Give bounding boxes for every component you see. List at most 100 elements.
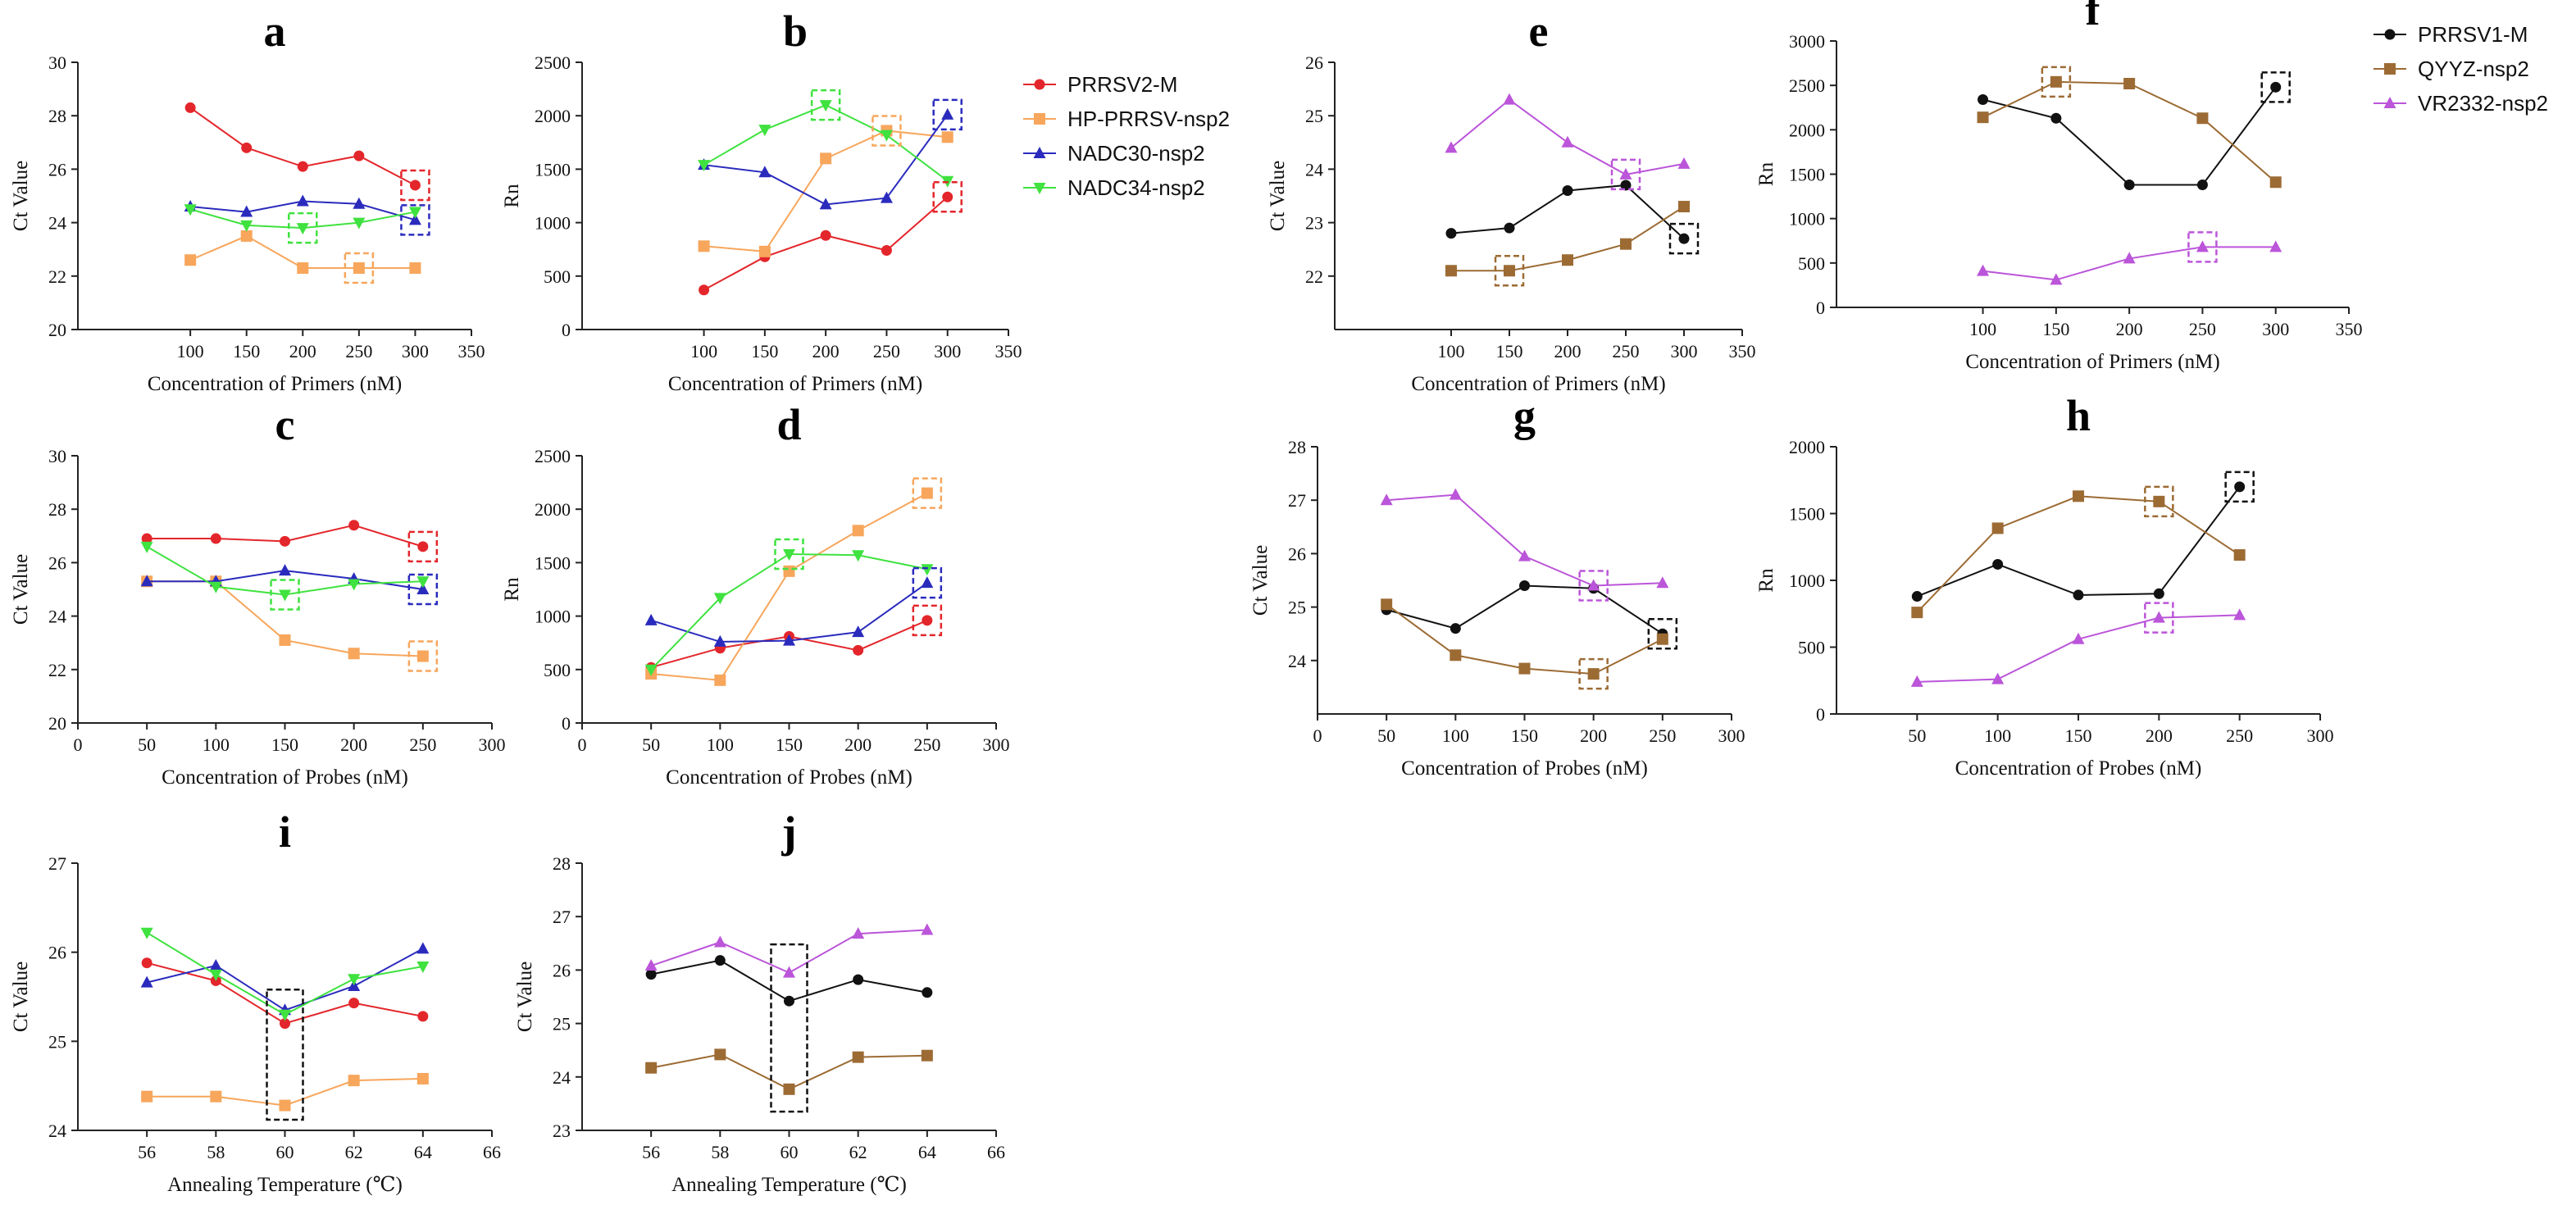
data-point-PRRSV2-M xyxy=(348,998,360,1009)
data-point-NADC30-nsp2 xyxy=(209,958,222,971)
chart-panel-e: e 22 23 24 25 26 100 150 200 250 300 350 Concentrati… xyxy=(1267,7,1756,395)
data-point-PRRSV1-M xyxy=(2050,112,2062,124)
panel-label: f xyxy=(2086,0,2101,34)
data-point-NADC30-nsp2 xyxy=(758,166,771,178)
data-point-HP-PRRSV-nsp2 xyxy=(240,230,253,242)
data-point-QYYZ-nsp2 xyxy=(852,1051,864,1063)
x-tick-label: 200 xyxy=(340,734,367,755)
x-tick-label: 350 xyxy=(995,341,1022,361)
data-point-HP-PRRSV-nsp2 xyxy=(297,262,309,275)
data-point-QYYZ-nsp2 xyxy=(2153,495,2165,507)
data-point-PRRSV2-M xyxy=(348,520,360,531)
data-point-NADC34-nsp2 xyxy=(240,220,253,232)
data-point-HP-PRRSV-nsp2 xyxy=(210,1090,222,1103)
series-line-PRRSV2-M xyxy=(189,107,416,186)
data-point-PRRSV1-M xyxy=(2270,81,2282,93)
x-tick-label: 300 xyxy=(1718,725,1745,746)
y-tick-label: 2000 xyxy=(1789,437,1825,457)
highlight-box xyxy=(1668,222,1700,255)
y-tick-label: 2500 xyxy=(535,52,571,73)
legend-marker xyxy=(2384,29,2396,40)
panel-label: c xyxy=(275,400,295,449)
y-tick-label: 1500 xyxy=(1789,165,1825,185)
data-point-VR2332-nsp2 xyxy=(2233,608,2246,621)
series-line-PRRSV1-M xyxy=(1916,486,2241,598)
x-tick-label: 56 xyxy=(642,1142,660,1162)
x-tick-label: 150 xyxy=(2042,319,2069,339)
x-tick-label: 200 xyxy=(812,341,840,361)
data-point-QYYZ-nsp2 xyxy=(1445,265,1457,277)
legend-marker xyxy=(1034,79,1045,90)
data-point-QYYZ-nsp2 xyxy=(645,1062,658,1074)
data-point-PRRSV1-M xyxy=(784,995,794,1007)
legend-label: NADC34-nsp2 xyxy=(1067,175,1205,200)
y-tick-label: 30 xyxy=(48,446,66,466)
x-tick-label: 64 xyxy=(414,1142,432,1162)
x-tick-label: 100 xyxy=(1969,319,1996,339)
data-point-NADC34-nsp2 xyxy=(416,962,430,974)
data-point-VR2332-nsp2 xyxy=(1587,579,1600,591)
series-line-VR2332-nsp2 xyxy=(1386,493,1663,587)
x-tick-label: 66 xyxy=(483,1142,501,1162)
y-tick-label: 24 xyxy=(1305,159,1323,180)
data-point-PRRSV1-M xyxy=(2196,180,2208,190)
data-point-NADC30-nsp2 xyxy=(819,198,832,210)
data-point-VR2332-nsp2 xyxy=(713,935,726,948)
chart-panel-g: g 24 25 26 27 28 0 50 100 150 200 250 300 Concentrati… xyxy=(1249,391,1745,780)
legend-label: VR2332-nsp2 xyxy=(2418,91,2548,116)
series-line-PRRSV1-M xyxy=(1386,584,1663,635)
x-axis-title: Concentration of Primers (nM) xyxy=(148,373,402,395)
highlight-box xyxy=(2187,231,2218,263)
highlight-box xyxy=(1647,617,1678,650)
data-point-PRRSV2-M xyxy=(853,644,864,656)
x-tick-label: 300 xyxy=(934,341,961,361)
x-axis-title: Concentration of Probes (nM) xyxy=(162,766,408,789)
data-point-PRRSV1-M xyxy=(1562,184,1573,196)
data-point-NADC30-nsp2 xyxy=(240,205,253,217)
x-tick-label: 64 xyxy=(918,1142,936,1162)
x-tick-label: 350 xyxy=(2336,319,2363,339)
series-line-HP-PRRSV-nsp2 xyxy=(651,492,928,681)
legend-2: PRRSV1-M QYYZ-nsp2 VR2332-nsp2 xyxy=(2373,22,2548,116)
y-tick-label: 23 xyxy=(553,1121,571,1141)
data-point-PRRSV1-M xyxy=(714,955,726,966)
data-point-HP-PRRSV-nsp2 xyxy=(141,1090,153,1103)
data-point-QYYZ-nsp2 xyxy=(1504,265,1515,277)
data-point-PRRSV2-M xyxy=(280,535,290,547)
data-point-VR2332-nsp2 xyxy=(783,966,795,978)
y-axis-title: Rn xyxy=(1755,568,1777,593)
legend-marker xyxy=(2384,63,2396,75)
x-tick-label: 50 xyxy=(1377,725,1395,746)
data-point-HP-PRRSV-nsp2 xyxy=(279,1099,291,1112)
x-tick-label: 300 xyxy=(2262,319,2289,339)
y-tick-label: 28 xyxy=(553,853,571,874)
data-point-PRRSV2-M xyxy=(417,1011,429,1022)
x-tick-label: 100 xyxy=(690,341,717,361)
data-point-QYYZ-nsp2 xyxy=(1991,522,2004,534)
data-point-NADC30-nsp2 xyxy=(783,634,795,646)
y-tick-label: 27 xyxy=(1288,490,1306,511)
highlight-box xyxy=(1578,657,1609,690)
x-tick-label: 300 xyxy=(402,341,429,361)
x-tick-label: 50 xyxy=(642,734,660,755)
y-tick-label: 25 xyxy=(1288,598,1306,618)
data-point-NADC34-nsp2 xyxy=(880,130,893,142)
legend-marker xyxy=(1034,113,1045,125)
y-tick-label: 25 xyxy=(1305,106,1323,126)
x-axis-title: Annealing Temperature (℃) xyxy=(671,1174,907,1196)
data-point-PRRSV1-M xyxy=(1504,222,1515,234)
data-point-PRRSV1-M xyxy=(922,987,933,998)
highlight-box xyxy=(912,566,943,599)
y-tick-label: 1000 xyxy=(1789,209,1825,230)
data-point-NADC30-nsp2 xyxy=(644,613,658,625)
data-point-PRRSV1-M xyxy=(645,969,657,980)
x-tick-label: 200 xyxy=(1554,341,1582,361)
x-tick-label: 250 xyxy=(2189,319,2216,339)
data-point-HP-PRRSV-nsp2 xyxy=(698,240,710,252)
x-tick-label: 100 xyxy=(1442,725,1469,746)
data-point-PRRSV2-M xyxy=(141,957,152,969)
x-axis-title: Concentration of Probes (nM) xyxy=(1955,757,2202,780)
data-point-NADC34-nsp2 xyxy=(140,541,153,553)
data-point-NADC30-nsp2 xyxy=(416,942,430,954)
